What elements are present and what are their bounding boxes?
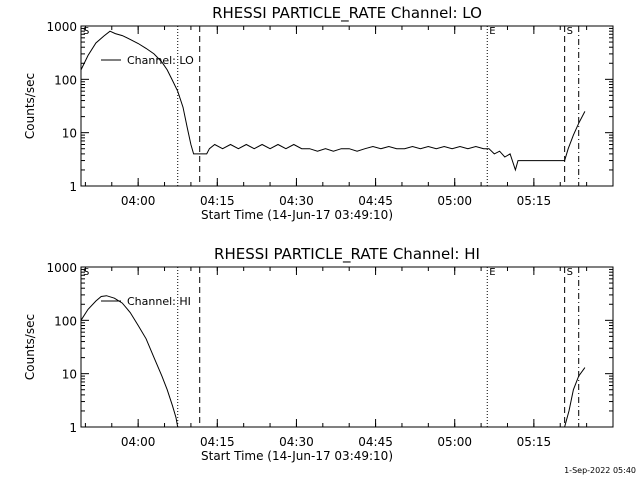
series-line <box>564 367 586 428</box>
y-tick-label: 100 <box>54 314 77 328</box>
y-tick-label: 100 <box>54 73 77 87</box>
x-tick-label: 04:30 <box>279 194 314 208</box>
y-tick-label: 1 <box>69 421 77 435</box>
x-tick-label: 04:45 <box>358 435 393 449</box>
y-tick-label: 1 <box>69 180 77 194</box>
y-tick-label: 1000 <box>46 20 77 34</box>
event-marker-label: E <box>489 26 495 37</box>
series-line <box>80 30 586 172</box>
event-marker-label: E <box>489 267 495 278</box>
chart-title: RHESSI PARTICLE_RATE Channel: HI <box>214 245 480 264</box>
x-tick-label: 04:00 <box>121 435 156 449</box>
x-tick-label: 04:00 <box>121 194 156 208</box>
x-tick-label: 04:30 <box>279 435 314 449</box>
generation-timestamp: 1-Sep-2022 05:40 <box>564 466 636 475</box>
chart-title: RHESSI PARTICLE_RATE Channel: LO <box>212 4 482 23</box>
y-tick-label: 10 <box>62 368 77 382</box>
legend-label: Channel: LO <box>127 54 194 67</box>
x-tick-label: 05:15 <box>517 435 552 449</box>
plot-frame <box>80 266 614 428</box>
event-marker-label: S <box>83 26 89 37</box>
x-tick-label: 05:00 <box>437 435 472 449</box>
legend-label: Channel: HI <box>127 295 191 308</box>
event-marker-label: S <box>567 26 573 37</box>
event-marker-label: S <box>567 267 573 278</box>
y-axis-title: Counts/sec <box>23 314 37 380</box>
series-line <box>80 295 179 428</box>
y-axis-title: Counts/sec <box>23 73 37 139</box>
x-tick-label: 04:15 <box>200 435 235 449</box>
x-tick-label: 04:15 <box>200 194 235 208</box>
event-marker-label: S <box>83 267 89 278</box>
x-axis-title: Start Time (14-Jun-17 03:49:10) <box>201 208 393 222</box>
x-tick-label: 05:15 <box>517 194 552 208</box>
y-tick-label: 10 <box>62 127 77 141</box>
plot-frame <box>80 25 614 187</box>
x-tick-label: 05:00 <box>437 194 472 208</box>
x-tick-label: 04:45 <box>358 194 393 208</box>
y-tick-label: 1000 <box>46 261 77 275</box>
x-axis-title: Start Time (14-Jun-17 03:49:10) <box>201 449 393 463</box>
